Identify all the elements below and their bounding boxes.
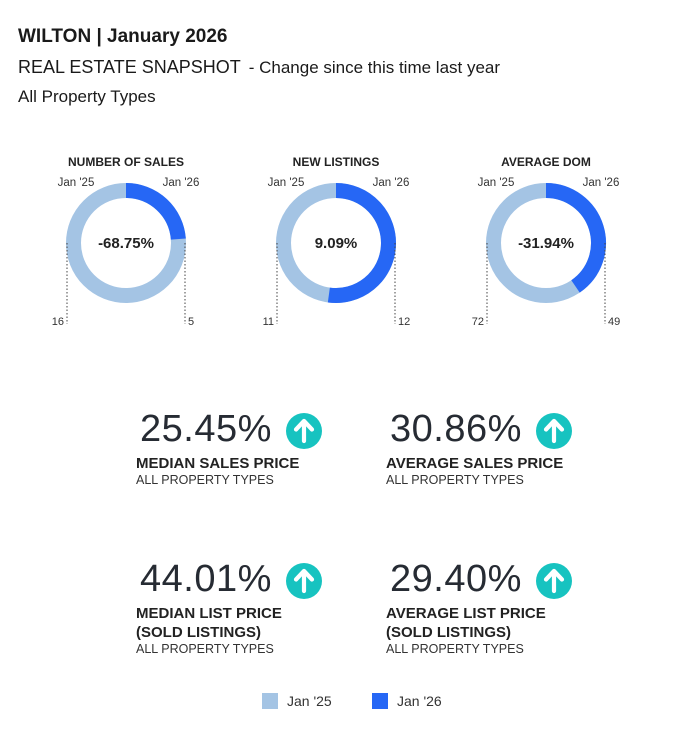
stat-median-sales-price: 25.45% MEDIAN SALES PRICE ALL PROPERTY T… <box>136 408 396 488</box>
donut-charts: NUMBER OF SALES Jan '25 Jan '26 -68.75% 16 5 N… <box>52 155 621 328</box>
change-note: - Change since this time last year <box>248 58 501 77</box>
stat-median-list-price: 44.01% MEDIAN LIST PRICE (SOLD LISTINGS)… <box>136 558 396 657</box>
stat-label-line2: (SOLD LISTINGS) <box>136 624 261 641</box>
stat-percent: 25.45% <box>140 408 272 450</box>
stat-label: AVERAGE SALES PRICE <box>386 455 564 472</box>
donut-count-jan25: 11 <box>263 316 274 328</box>
legend-label: Jan '26 <box>397 693 442 709</box>
stat-sublabel: ALL PROPERTY TYPES <box>386 642 524 656</box>
donut-period-label: Jan '26 <box>373 177 410 189</box>
donut-change-value: -68.75% <box>98 235 154 252</box>
arrow-up-icon <box>536 563 572 599</box>
stat-label: AVERAGE LIST PRICE <box>386 605 546 622</box>
property-types-label: All Property Types <box>18 87 156 106</box>
donut-count-jan26: 5 <box>188 316 194 328</box>
stat-percent: 44.01% <box>140 558 272 600</box>
stat-label-line2: (SOLD LISTINGS) <box>386 624 511 641</box>
donut-count-jan25: 72 <box>472 316 484 328</box>
donut-change-value: 9.09% <box>315 235 358 252</box>
donut-slice-jan26 <box>545 183 606 293</box>
stat-sublabel: ALL PROPERTY TYPES <box>136 642 274 656</box>
stat-percent: 29.40% <box>390 558 522 600</box>
stat-percent: 30.86% <box>390 408 522 450</box>
donut-count-jan26: 49 <box>608 316 620 328</box>
donut-period-label: Jan '25 <box>58 177 95 189</box>
stat-sublabel: ALL PROPERTY TYPES <box>136 473 274 487</box>
legend-swatch-jan25 <box>262 693 278 709</box>
donut-title: NEW LISTINGS <box>293 155 380 169</box>
donut-period-label: Jan '25 <box>478 177 515 189</box>
page-title: WILTON | January 2026 <box>18 26 228 47</box>
donut-title: AVERAGE DOM <box>501 155 591 169</box>
stat-sublabel: ALL PROPERTY TYPES <box>386 473 524 487</box>
stat-label: MEDIAN LIST PRICE <box>136 605 282 622</box>
arrow-up-icon <box>286 413 322 449</box>
donut-period-label: Jan '25 <box>268 177 305 189</box>
report-subtitle: REAL ESTATE SNAPSHOT - Change since this … <box>18 57 500 78</box>
donut-count-jan26: 12 <box>398 316 410 328</box>
stat-label: MEDIAN SALES PRICE <box>136 455 300 472</box>
stat-average-sales-price: 30.86% AVERAGE SALES PRICE ALL PROPERTY … <box>386 408 646 488</box>
donut-period-label: Jan '26 <box>163 177 200 189</box>
legend-label: Jan '25 <box>287 693 332 709</box>
donut-period-label: Jan '26 <box>583 177 620 189</box>
legend-item-jan25: Jan '25 <box>262 693 332 709</box>
stat-average-list-price: 29.40% AVERAGE LIST PRICE (SOLD LISTINGS… <box>386 558 646 657</box>
legend-item-jan26: Jan '26 <box>372 693 442 709</box>
legend-swatch-jan26 <box>372 693 388 709</box>
donut-slice-jan26 <box>327 183 396 303</box>
donut-change-value: -31.94% <box>518 235 574 252</box>
arrow-up-icon <box>286 563 322 599</box>
donut-slice-jan26 <box>125 183 186 240</box>
report-name: REAL ESTATE SNAPSHOT <box>18 57 241 77</box>
arrow-up-icon <box>536 413 572 449</box>
donut-count-jan25: 16 <box>52 316 64 328</box>
donut-title: NUMBER OF SALES <box>68 155 184 169</box>
